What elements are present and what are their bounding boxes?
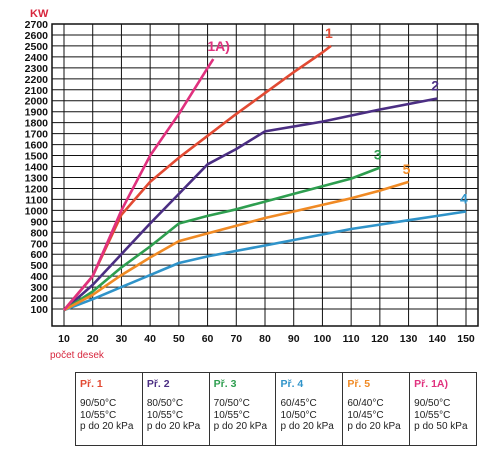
y-tick-label: 1800: [25, 118, 49, 130]
y-tick-label: 1100: [25, 194, 48, 206]
x-tick-label: 150: [457, 333, 475, 345]
legend-entry: Př. 2 80/50°C 10/55°C p do 20 kPa: [141, 373, 209, 445]
legend-entry: Př. 4 60/45°C 10/50°C p do 20 kPa: [275, 373, 342, 445]
legend-entry: Př. 5 60/40°C 10/45°C p do 20 kPa: [342, 373, 409, 445]
series-label-4: 4: [460, 190, 468, 206]
y-tick-label: 700: [30, 238, 48, 250]
x-axis-label: počet desek: [50, 350, 105, 361]
legend-line3: p do 20 kPa: [213, 421, 268, 432]
y-tick-label: 2100: [25, 85, 49, 97]
y-tick-label: 800: [30, 227, 48, 239]
y-tick-label: 1700: [25, 129, 49, 141]
x-tick-label: 10: [58, 333, 70, 345]
legend-line2: 10/55°C: [146, 409, 184, 421]
legend-title: Př. 1A): [414, 378, 448, 390]
x-tick-label: 120: [371, 333, 389, 345]
x-tick-label: 50: [173, 333, 185, 345]
legend-title: Př. 1: [80, 378, 103, 390]
x-tick-label: 40: [144, 333, 156, 345]
y-tick-label: 2700: [25, 19, 49, 31]
y-tick-label: 100: [30, 304, 48, 316]
legend-line1: 90/50°C: [414, 398, 451, 409]
x-tick-label: 130: [400, 333, 418, 345]
series-label-3: 3: [374, 147, 382, 163]
legend-title: Př. 5: [347, 378, 371, 390]
legend-line3: p do 50 kPa: [414, 421, 468, 432]
legend-line1: 90/50°C: [80, 398, 117, 409]
y-tick-label: 1200: [25, 183, 49, 195]
legend-line2: 10/45°C: [347, 409, 384, 421]
y-tick-label: 2300: [25, 63, 49, 75]
y-tick-label: 2000: [25, 96, 49, 108]
series-line-2: [63, 97, 438, 312]
y-tick-label: 1600: [25, 140, 49, 152]
legend-line2: 10/55°C: [414, 409, 451, 421]
legend-line3: p do 20 kPa: [347, 421, 401, 432]
y-tick-label: 600: [30, 249, 48, 261]
x-tick-label: 90: [288, 333, 300, 345]
legend-entry: Př. 3 70/50°C 10/55°C p do 20 kPa: [208, 373, 276, 445]
series-line-5: [63, 180, 409, 312]
series-line-3: [63, 166, 381, 312]
y-tick-label: 2600: [25, 30, 49, 42]
legend-table: Př. 1 90/50°C 10/55°C p do 20 kPa Př. 2 80/50…: [75, 372, 477, 446]
series-label-2: 2: [431, 78, 439, 94]
x-tick-label: 70: [230, 333, 242, 345]
legend-title: Př. 4: [280, 378, 304, 390]
x-tick-label: 80: [259, 333, 271, 345]
legend-line3: p do 20 kPa: [80, 421, 134, 432]
legend-line1: 70/50°C: [213, 398, 250, 409]
y-tick-label: 2400: [25, 52, 49, 64]
x-tick-label: 20: [87, 333, 99, 345]
y-tick-label: 500: [30, 260, 48, 272]
y-tick-label: 900: [30, 216, 48, 228]
legend-line1: 60/40°C: [347, 398, 384, 409]
series-line-1A): [63, 58, 215, 311]
unit-label: KW: [30, 8, 49, 20]
legend-line2: 10/55°C: [213, 409, 250, 421]
y-tick-label: 2200: [25, 74, 49, 86]
series-lines: 1 2 3 4 5 1A): [63, 25, 468, 312]
x-tick-label: 140: [429, 333, 447, 345]
series-line-4: [63, 210, 467, 312]
x-tick-label: 30: [116, 333, 128, 345]
y-tick-label: 200: [30, 293, 48, 305]
legend-line2: 10/55°C: [80, 409, 117, 421]
x-tick-label: 100: [314, 333, 332, 345]
legend-line3: p do 20 kPa: [146, 421, 201, 432]
legend-line3: p do 20 kPa: [280, 421, 334, 432]
x-tick-label: 60: [202, 333, 214, 345]
y-tick-label: 300: [30, 282, 48, 294]
grid: [51, 23, 479, 327]
y-tick-label: 400: [30, 271, 48, 283]
y-tick-label: 1900: [25, 107, 49, 119]
legend-line1: 60/45°C: [280, 398, 317, 409]
y-tick-label: 1300: [25, 172, 49, 184]
series-label-1A): 1A): [207, 38, 230, 54]
legend-line2: 10/50°C: [280, 409, 317, 421]
series-label-1: 1: [325, 25, 333, 41]
series-label-5: 5: [403, 161, 411, 177]
legend-line1: 80/50°C: [146, 398, 184, 409]
y-tick-label: 1500: [25, 151, 49, 163]
legend-entry: Př. 1A) 90/50°C 10/55°C p do 50 kPa: [409, 373, 476, 445]
y-tick-label: 1000: [25, 205, 49, 217]
legend-title: Př. 2: [146, 378, 170, 390]
x-tick-label: 110: [343, 333, 360, 345]
legend-entry: Př. 1 90/50°C 10/55°C p do 20 kPa: [76, 373, 142, 445]
y-tick-label: 2500: [25, 41, 49, 53]
y-tick-label: 1400: [25, 162, 49, 174]
axis-ticks: 1002003004005006007008009001000110012001…: [25, 19, 475, 345]
legend-title: Př. 3: [213, 378, 237, 390]
